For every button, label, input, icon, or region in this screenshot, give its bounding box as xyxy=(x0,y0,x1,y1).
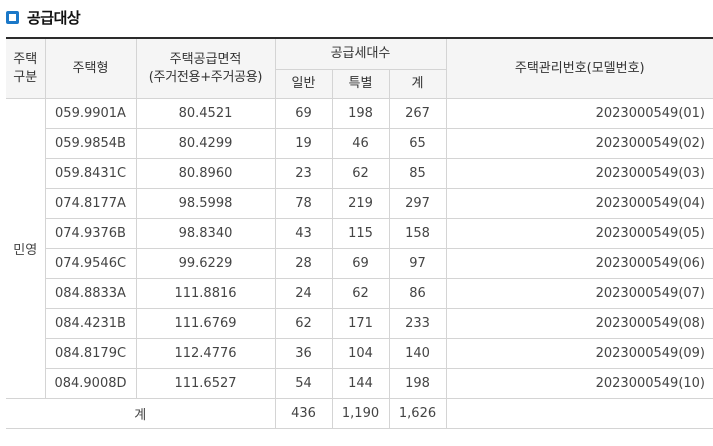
cell-total: 233 xyxy=(388,308,447,339)
cell-general: 69 xyxy=(274,98,333,129)
cell-general: 36 xyxy=(274,338,333,369)
header-area: 주택공급면적 (주거전용+주거공용) xyxy=(135,37,276,99)
cell-general: 28 xyxy=(274,248,333,279)
cell-total: 297 xyxy=(388,188,447,219)
header-mgmt-no: 주택관리번호(모델번호) xyxy=(445,37,713,99)
cell-general: 23 xyxy=(274,158,333,189)
cell-total: 85 xyxy=(388,158,447,189)
table-row: 074.8177A 98.5998 78 219 297 2023000549(04) xyxy=(6,188,713,219)
cell-special: 46 xyxy=(331,128,390,159)
cell-area: 80.4299 xyxy=(135,128,276,159)
cell-housing-type: 059.9901A xyxy=(44,98,137,129)
cell-housing-type: 074.8177A xyxy=(45,188,137,219)
cell-mgmt-no: 2023000549(02) xyxy=(445,128,713,159)
cell-general: 62 xyxy=(274,308,333,339)
header-special: 특별 xyxy=(331,69,390,99)
cell-housing-type: 059.8431C xyxy=(45,158,137,189)
group-label: 민영 xyxy=(6,98,46,399)
cell-mgmt-no: 2023000549(10) xyxy=(445,368,713,399)
cell-housing-type: 084.8179C xyxy=(45,338,137,369)
cell-special: 171 xyxy=(331,308,390,339)
table-row: 민영 059.9901A 80.4521 69 198 267 2023000549(01) xyxy=(6,98,713,399)
header-type-group-line2: 구분 xyxy=(13,69,38,85)
totals-special: 1,190 xyxy=(331,398,390,429)
cell-area: 98.8340 xyxy=(135,218,276,249)
cell-mgmt-no: 2023000549(06) xyxy=(445,248,713,279)
table-row: 084.4231B 111.6769 62 171 233 2023000549(08) xyxy=(6,308,713,339)
cell-general: 24 xyxy=(274,278,333,309)
cell-total: 65 xyxy=(388,128,447,159)
cell-special: 144 xyxy=(331,368,390,399)
table-row: 059.8431C 80.8960 23 62 85 2023000549(03) xyxy=(6,158,713,189)
header-area-line1: 주택공급면적 xyxy=(169,51,242,67)
totals-mgmt-empty xyxy=(445,398,713,429)
table-body: 민영 059.9901A 80.4521 69 198 267 2023000549(01)… xyxy=(6,98,713,399)
cell-area: 111.8816 xyxy=(135,278,276,309)
cell-special: 62 xyxy=(331,278,390,309)
section-heading: 공급대상 xyxy=(6,6,81,28)
cell-total: 267 xyxy=(388,98,447,129)
cell-total: 198 xyxy=(388,368,447,399)
table-row: 074.9546C 99.6229 28 69 97 2023000549(06) xyxy=(6,248,713,279)
cell-general: 19 xyxy=(274,128,333,159)
cell-area: 111.6769 xyxy=(135,308,276,339)
cell-mgmt-no: 2023000549(03) xyxy=(445,158,713,189)
cell-mgmt-no: 2023000549(08) xyxy=(445,308,713,339)
cell-housing-type: 074.9546C xyxy=(45,248,137,279)
cell-special: 115 xyxy=(331,218,390,249)
header-housing-type: 주택형 xyxy=(44,37,137,99)
table-row: 059.9854B 80.4299 19 46 65 2023000549(02) xyxy=(6,128,713,159)
header-type-group: 주택 구분 xyxy=(6,37,46,99)
cell-total: 158 xyxy=(388,218,447,249)
cell-mgmt-no: 2023000549(04) xyxy=(445,188,713,219)
table-row: 084.8833A 111.8816 24 62 86 2023000549(07) xyxy=(6,278,713,309)
totals-general: 436 xyxy=(274,398,333,429)
cell-special: 219 xyxy=(331,188,390,219)
cell-general: 54 xyxy=(274,368,333,399)
cell-special: 198 xyxy=(331,98,390,129)
header-area-line2: (주거전용+주거공용) xyxy=(148,69,263,85)
cell-housing-type: 059.9854B xyxy=(45,128,137,159)
cell-mgmt-no: 2023000549(01) xyxy=(445,98,713,129)
table-row: 084.9008D 111.6527 54 144 198 2023000549(10) xyxy=(6,368,713,399)
cell-total: 140 xyxy=(388,338,447,369)
totals-label: 계 xyxy=(6,398,276,429)
cell-special: 62 xyxy=(331,158,390,189)
cell-total: 97 xyxy=(388,248,447,279)
cell-housing-type: 084.9008D xyxy=(45,368,137,399)
cell-area: 111.6527 xyxy=(135,368,276,399)
cell-mgmt-no: 2023000549(07) xyxy=(445,278,713,309)
cell-area: 99.6229 xyxy=(135,248,276,279)
totals-row: 계 436 1,190 1,626 xyxy=(6,398,713,429)
cell-housing-type: 084.8833A xyxy=(45,278,137,309)
cell-special: 104 xyxy=(331,338,390,369)
cell-special: 69 xyxy=(331,248,390,279)
table-row: 074.9376B 98.8340 43 115 158 2023000549(05) xyxy=(6,218,713,249)
cell-housing-type: 074.9376B xyxy=(45,218,137,249)
supply-table: 주택 구분 주택형 주택공급면적 (주거전용+주거공용) 공급세대수 주택관리번… xyxy=(6,37,713,429)
cell-area: 98.5998 xyxy=(135,188,276,219)
cell-total: 86 xyxy=(388,278,447,309)
cell-general: 78 xyxy=(274,188,333,219)
cell-general: 43 xyxy=(274,218,333,249)
header-households: 공급세대수 xyxy=(274,37,447,70)
square-bullet-icon xyxy=(6,10,19,24)
totals-total: 1,626 xyxy=(388,398,447,429)
cell-area: 80.4521 xyxy=(135,98,276,129)
cell-mgmt-no: 2023000549(09) xyxy=(445,338,713,369)
header-general: 일반 xyxy=(275,69,333,99)
header-type-group-line1: 주택 xyxy=(13,51,38,67)
table-row: 084.8179C 112.4776 36 104 140 2023000549(09) xyxy=(6,338,713,369)
cell-housing-type: 084.4231B xyxy=(45,308,137,339)
header-total: 계 xyxy=(388,69,447,99)
cell-area: 112.4776 xyxy=(135,338,276,369)
cell-mgmt-no: 2023000549(05) xyxy=(445,218,713,249)
section-title: 공급대상 xyxy=(27,8,81,27)
cell-area: 80.8960 xyxy=(135,158,276,189)
